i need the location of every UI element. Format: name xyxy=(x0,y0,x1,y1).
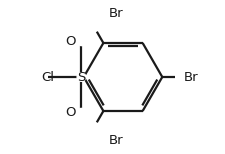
Text: Br: Br xyxy=(183,71,198,83)
Text: Br: Br xyxy=(108,7,123,20)
Text: S: S xyxy=(77,71,85,83)
Text: Cl: Cl xyxy=(41,71,54,83)
Text: O: O xyxy=(65,106,75,119)
Text: Br: Br xyxy=(108,134,123,147)
Circle shape xyxy=(77,73,85,81)
Circle shape xyxy=(77,38,85,46)
Circle shape xyxy=(77,108,85,116)
Text: O: O xyxy=(65,35,75,48)
